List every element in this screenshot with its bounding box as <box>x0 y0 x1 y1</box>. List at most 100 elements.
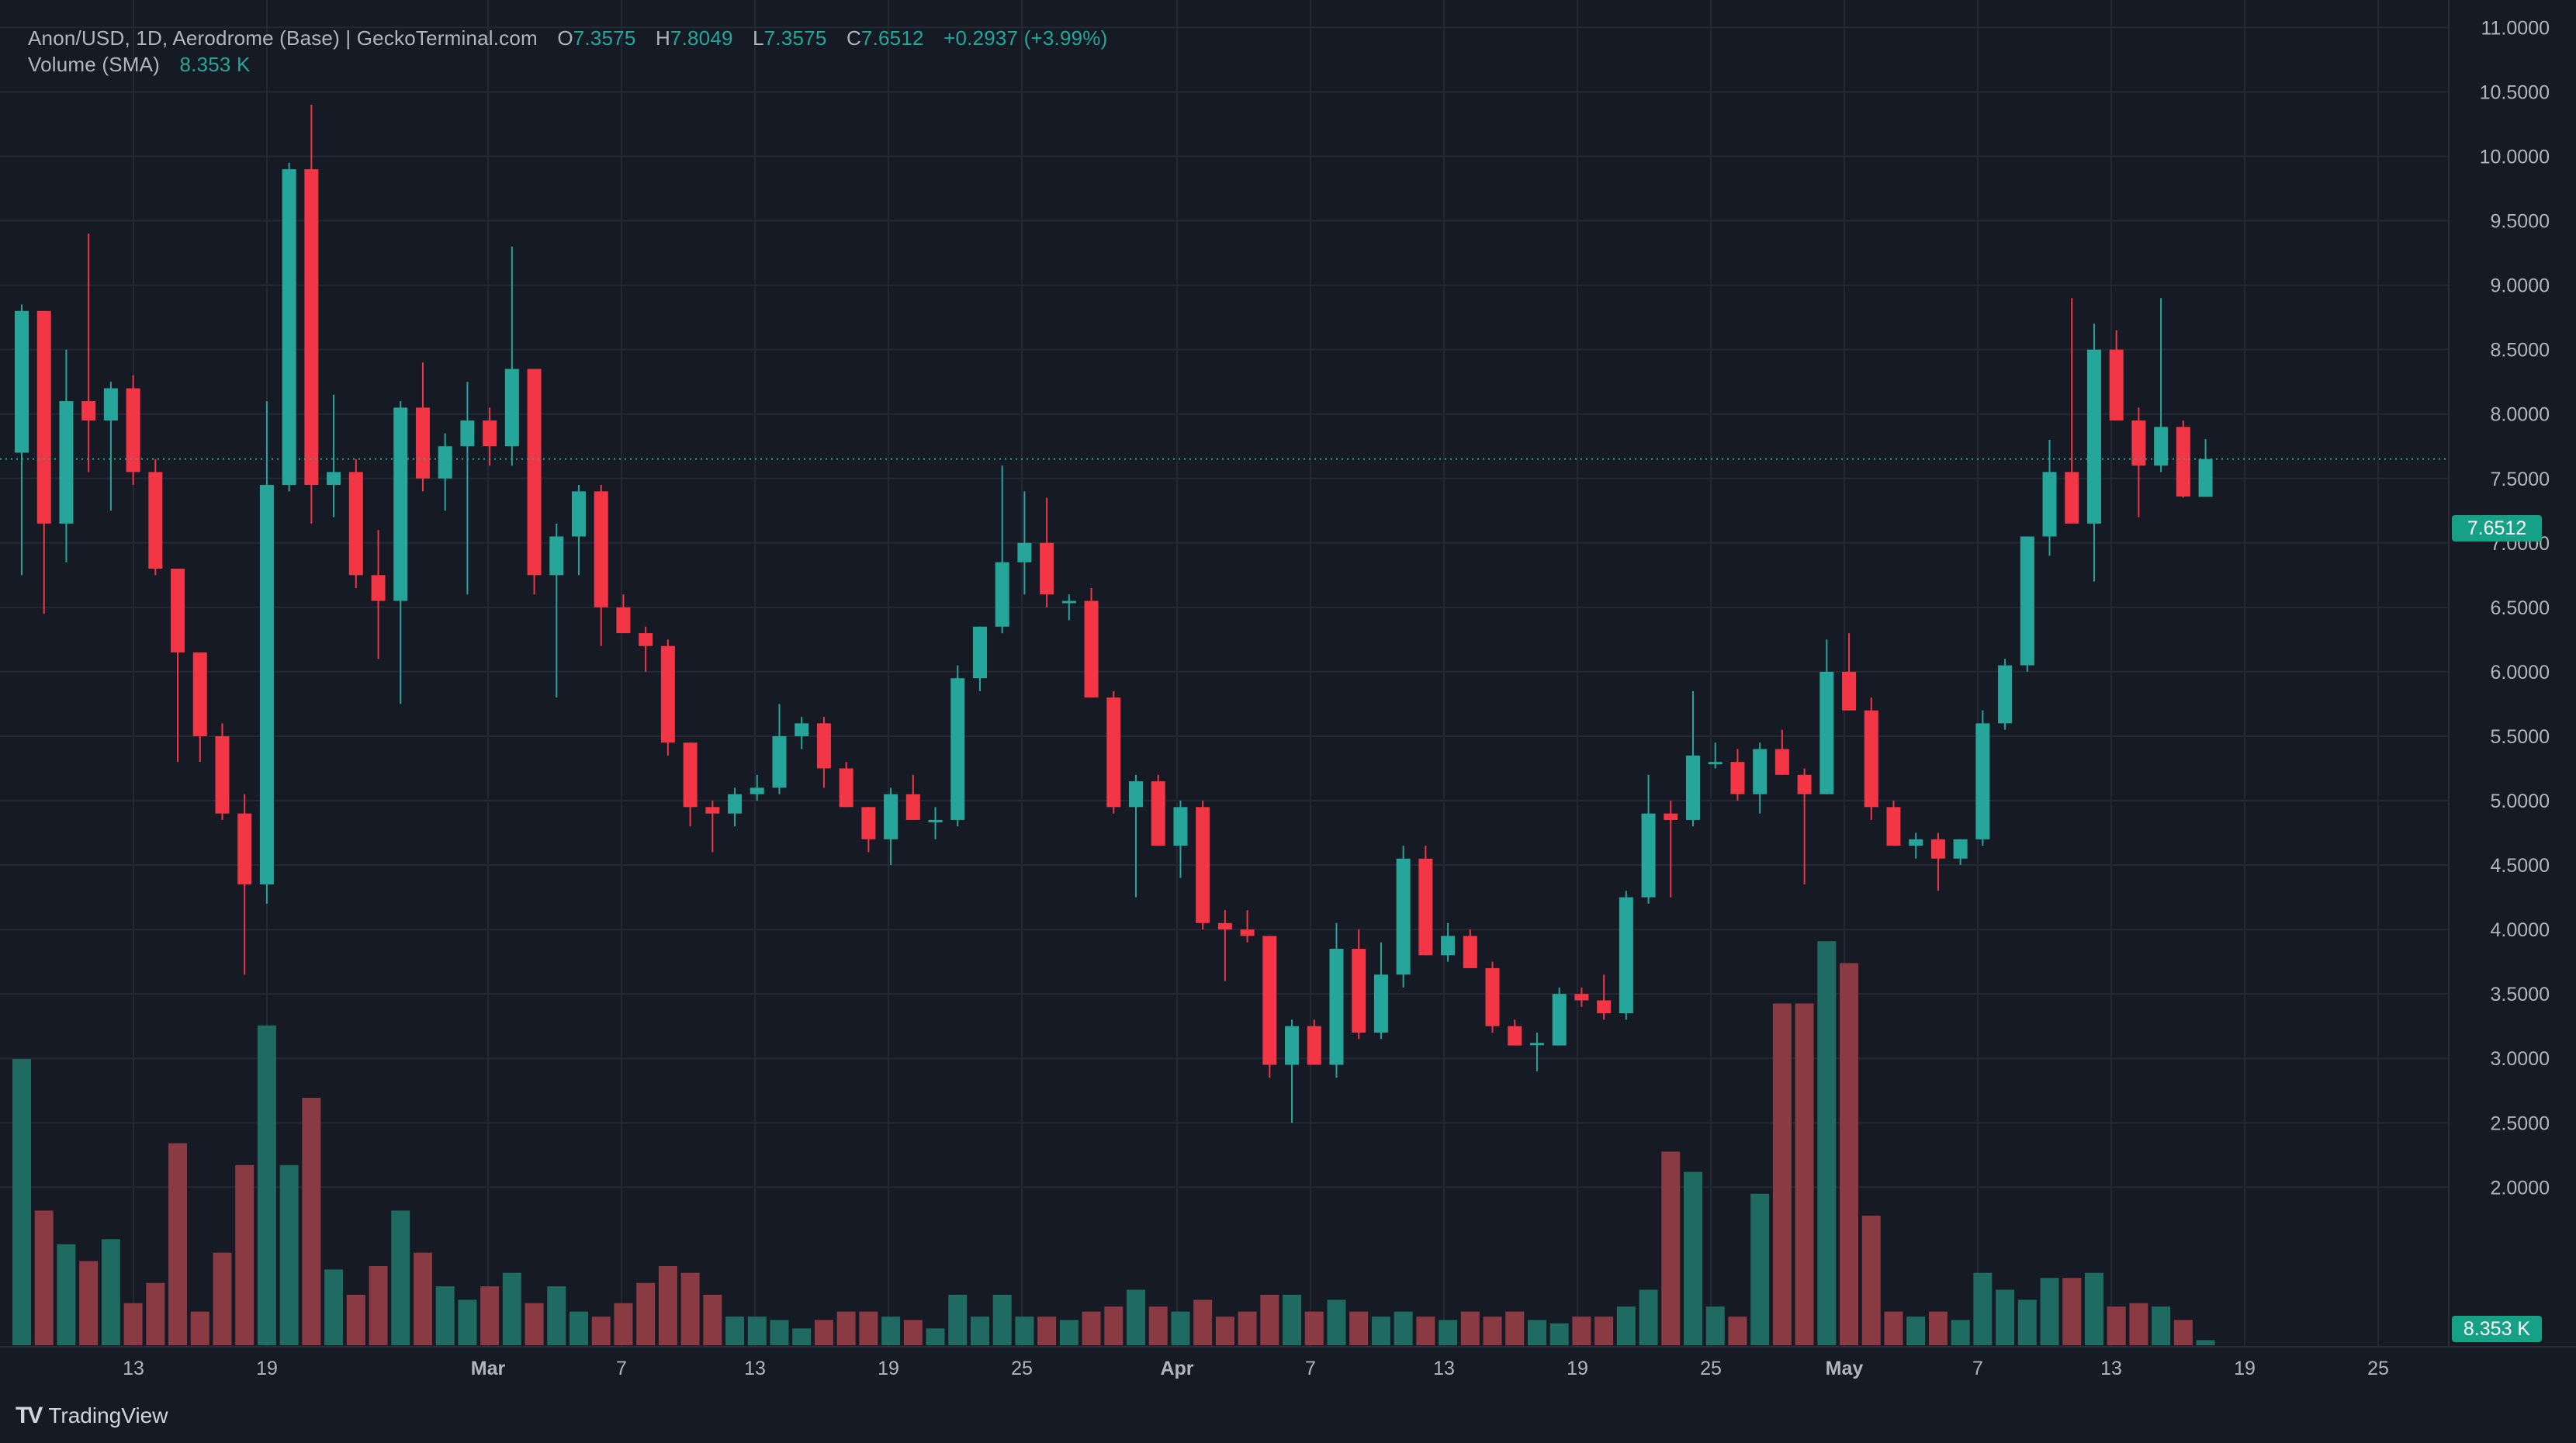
volume-bar <box>1304 1311 1324 1345</box>
candle-body <box>1285 1026 1300 1065</box>
candle <box>1708 742 1723 769</box>
volume-bar <box>658 1266 677 1345</box>
volume-bar <box>1082 1311 1101 1345</box>
price-axis-label: 5.5000 <box>2491 726 2550 748</box>
volume-bar <box>1416 1317 1435 1345</box>
volume-bar <box>680 1272 700 1345</box>
volume-bar <box>1572 1317 1591 1345</box>
candle-body <box>1084 600 1099 698</box>
candle-body <box>1441 936 1456 956</box>
candle <box>148 459 163 576</box>
branding-text: TradingView <box>48 1403 168 1427</box>
candle <box>1373 942 1388 1040</box>
price-axis-label: 5.0000 <box>2491 791 2550 812</box>
volume-bar <box>1148 1306 1168 1345</box>
candle-body <box>1864 710 1878 808</box>
volume-bar <box>525 1303 544 1345</box>
candle <box>1619 891 1633 1020</box>
candle <box>1396 846 1411 988</box>
volume-bar <box>1059 1320 1079 1345</box>
volume-bar <box>34 1210 54 1345</box>
candle <box>728 787 743 827</box>
price-axis-label: 8.0000 <box>2491 404 2550 426</box>
candle <box>2154 298 2169 472</box>
candle <box>1864 697 1878 820</box>
candle <box>1106 690 1121 814</box>
candle-body <box>1418 858 1433 956</box>
candle <box>126 375 140 486</box>
candle-body <box>549 536 564 576</box>
volume-label: Volume (SMA) <box>28 53 161 76</box>
volume-bar <box>1037 1317 1057 1345</box>
candle <box>1084 587 1099 698</box>
candle-body <box>1040 542 1054 595</box>
candle <box>1730 749 1745 801</box>
candle <box>1753 742 1768 814</box>
candle-body <box>816 723 831 769</box>
time-axis-label: Mar <box>471 1358 506 1379</box>
candle-body <box>1930 839 1945 859</box>
price-axis-labels: 11.0000 10.5000 10.0000 9.5000 9.0000 8.5000 8… <box>2480 17 2550 1199</box>
price-axis-label: 6.5000 <box>2491 597 2550 619</box>
candle <box>393 401 408 704</box>
time-axis-label: Apr <box>1160 1358 1193 1379</box>
time-axis-label: 7 <box>1972 1358 1983 1379</box>
volume-bar <box>413 1252 432 1345</box>
price-axis-label: 9.0000 <box>2491 275 2550 297</box>
candle-body <box>1686 755 1700 820</box>
price-axis-label: 7.5000 <box>2491 469 2550 490</box>
candle <box>1173 801 1188 878</box>
candle-body <box>795 723 809 736</box>
candle-body <box>15 310 29 453</box>
candle <box>36 310 51 614</box>
volume-bar <box>1750 1193 1770 1345</box>
candle-body <box>639 633 653 646</box>
volume-bar <box>2084 1272 2103 1345</box>
volume-bar <box>570 1311 588 1345</box>
volume-bar <box>926 1328 945 1345</box>
candle <box>1975 710 1990 846</box>
candle-body <box>1352 949 1366 1033</box>
candle-body <box>1552 994 1567 1046</box>
candle-body <box>438 446 452 479</box>
volume-bar <box>1928 1311 1948 1345</box>
candle <box>2086 324 2101 582</box>
candle-body <box>81 401 96 421</box>
candle <box>1151 774 1165 846</box>
candle <box>1819 639 1834 794</box>
candle-body <box>371 575 386 601</box>
volume-bar <box>279 1164 299 1345</box>
candle <box>572 485 586 576</box>
candle <box>171 569 185 763</box>
volume-bar <box>2040 1278 2059 1345</box>
candle-body <box>1463 936 1477 968</box>
tradingview-logo[interactable]: TV TradingView <box>16 1403 168 1429</box>
volume-bar <box>970 1317 989 1345</box>
candle-body <box>1909 839 1923 846</box>
volume-bar <box>1460 1311 1480 1345</box>
time-axis-label: 19 <box>2234 1358 2256 1379</box>
volume-bar <box>190 1311 209 1345</box>
volume-bar <box>1104 1306 1124 1345</box>
candle-body <box>1842 671 1857 711</box>
candle-body <box>1196 807 1210 923</box>
volume-bar <box>2062 1278 2082 1345</box>
candle-body <box>1485 967 1500 1026</box>
candle-body <box>1106 697 1121 808</box>
candle <box>15 304 29 576</box>
candle-body <box>393 407 408 601</box>
volume-bar <box>1951 1320 1970 1345</box>
close-value: 7.6512 <box>860 26 924 50</box>
volume-bar <box>1705 1306 1725 1345</box>
volume-bar <box>101 1239 120 1345</box>
candle-body <box>1774 749 1789 775</box>
candle-body <box>282 169 296 486</box>
candle <box>1441 922 1456 962</box>
candle <box>861 807 876 853</box>
candle-body <box>215 735 230 814</box>
volume-bar <box>2152 1306 2171 1345</box>
volume-bar <box>257 1025 276 1345</box>
price-axis-label: 4.0000 <box>2491 919 2550 941</box>
volume-bar <box>1015 1317 1034 1345</box>
